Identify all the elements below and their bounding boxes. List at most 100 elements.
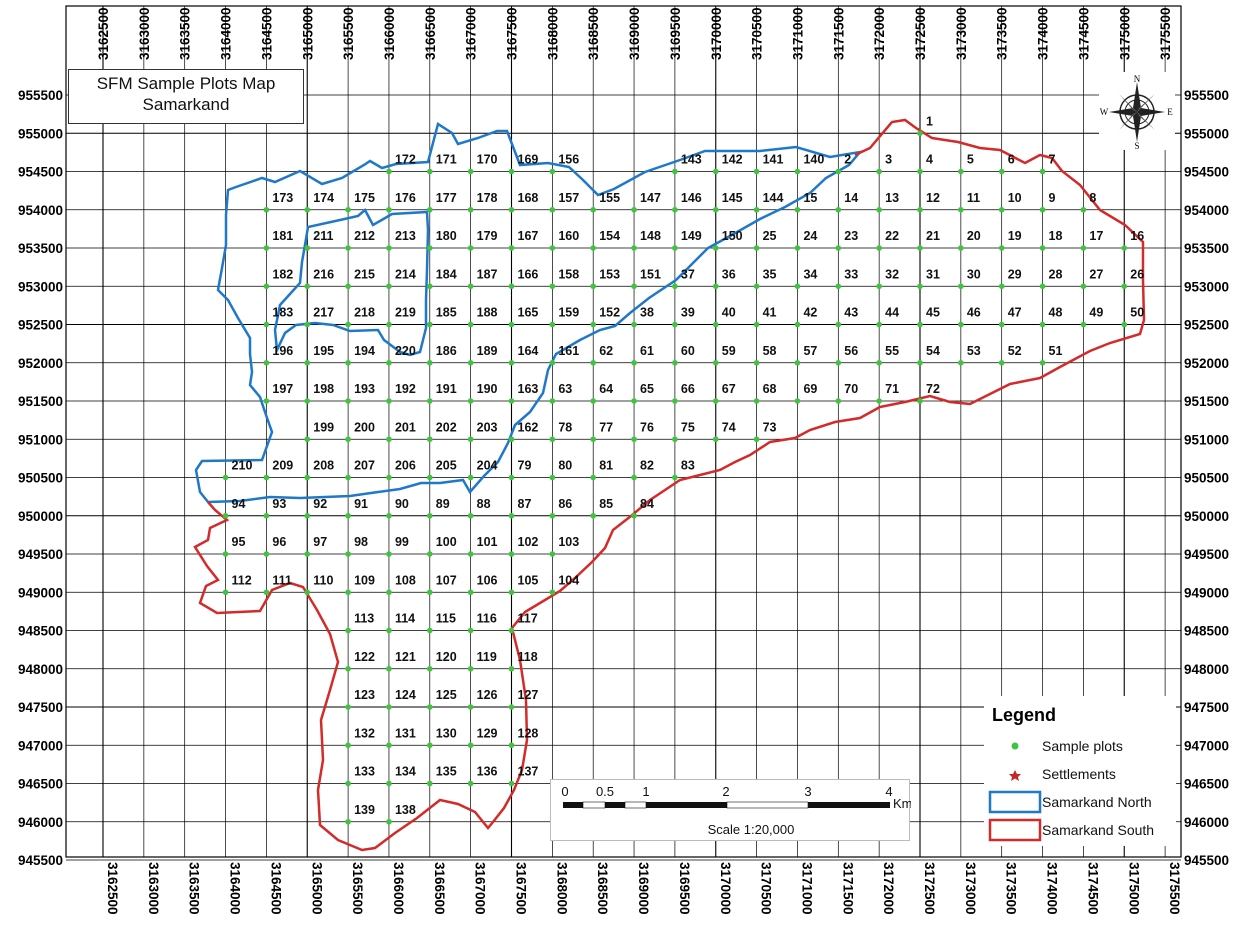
x-tick-label-bottom: 3173000 — [963, 862, 978, 915]
sample-plot-label: 89 — [436, 497, 450, 511]
sample-plot-label: 33 — [844, 267, 858, 281]
sample-plot-label: 146 — [681, 191, 702, 205]
sample-plot-point — [1039, 359, 1046, 366]
x-tick-label-bottom: 3171500 — [840, 862, 855, 915]
sample-plot-label: 50 — [1130, 306, 1144, 320]
sample-plot-label: 213 — [395, 229, 416, 243]
sample-plot-label: 27 — [1089, 267, 1103, 281]
sample-plot-point — [386, 780, 392, 787]
x-tick-label-top: 3167000 — [464, 7, 479, 60]
sample-plot-point — [345, 283, 351, 290]
sample-plot-point — [917, 398, 923, 404]
sample-plot-point — [549, 398, 556, 404]
sample-plot-label: 151 — [640, 267, 661, 281]
sample-plot-label: 51 — [1049, 344, 1063, 358]
x-tick-label-top: 3170000 — [709, 7, 724, 60]
sample-plot-label: 6 — [1008, 153, 1015, 167]
sample-plot-label: 167 — [518, 229, 539, 243]
sample-plot-point — [304, 245, 311, 251]
sample-plot-point — [712, 436, 719, 443]
sample-plot-label: 139 — [354, 803, 375, 817]
x-tick-label-bottom: 3163000 — [146, 862, 161, 915]
x-tick-label-top: 3165500 — [341, 7, 356, 60]
x-tick-label-bottom: 3165000 — [309, 862, 324, 915]
sample-plot-label: 185 — [436, 306, 457, 320]
y-tick-label-right: 954000 — [1184, 203, 1229, 218]
sample-plot-point — [549, 551, 556, 557]
sample-plot-label: 45 — [926, 306, 940, 320]
sample-plot-point — [672, 436, 678, 443]
y-tick-label-right: 949500 — [1184, 547, 1229, 562]
x-tick-label-top: 3164500 — [259, 7, 274, 60]
sample-plot-label: 125 — [436, 688, 457, 702]
sample-plot-label: 64 — [599, 382, 613, 396]
y-tick-label-right: 955000 — [1184, 126, 1229, 141]
sample-plot-point — [631, 436, 637, 443]
sample-plot-point — [876, 245, 882, 251]
y-tick-label-left: 950000 — [18, 509, 63, 524]
y-tick-label-right: 946000 — [1184, 815, 1229, 830]
sample-plot-label: 182 — [272, 267, 293, 281]
sample-plot-label: 166 — [518, 267, 539, 281]
sample-plot-label: 159 — [558, 306, 579, 320]
sample-plot-point — [917, 245, 923, 251]
sample-plot-point — [631, 512, 637, 519]
sample-plot-label: 196 — [272, 344, 293, 358]
sample-plot-label: 7 — [1049, 153, 1056, 167]
sample-plot-point — [345, 512, 351, 519]
sample-plot-point — [753, 283, 760, 290]
sample-plot-label: 112 — [232, 573, 252, 587]
sample-plot-point — [508, 512, 515, 519]
sample-plot-point — [386, 742, 392, 749]
sample-plot-point — [467, 589, 474, 596]
sample-plot-point — [590, 474, 596, 481]
x-tick-label-bottom: 3168000 — [554, 862, 569, 915]
sample-plot-point — [672, 321, 678, 328]
y-tick-label-left: 948000 — [18, 662, 63, 677]
sample-plot-label: 117 — [518, 612, 538, 626]
sample-plot-point — [427, 245, 433, 251]
y-tick-label-right: 953500 — [1184, 241, 1229, 256]
sample-plot-label: 85 — [599, 497, 613, 511]
boundaries — [193, 118, 1146, 852]
sample-plot-label: 28 — [1049, 267, 1063, 281]
sample-plot-label: 73 — [763, 420, 777, 434]
x-tick-label-bottom: 3175000 — [1126, 862, 1141, 915]
sample-plot-label: 36 — [722, 267, 736, 281]
sample-plot-label: 121 — [395, 650, 416, 664]
sample-plot-label: 144 — [763, 191, 784, 205]
sample-plot-label: 214 — [395, 267, 416, 281]
sample-plot-label: 184 — [436, 267, 457, 281]
sample-plot-point — [345, 742, 351, 749]
sample-plot-label: 188 — [477, 306, 498, 320]
sample-plot-point — [345, 321, 351, 328]
sample-plot-point — [263, 589, 270, 596]
sample-plot-label: 5 — [967, 153, 974, 167]
x-tick-label-bottom: 3175500 — [1167, 862, 1182, 915]
sample-plot-label: 21 — [926, 229, 940, 243]
sample-plot-point — [263, 206, 270, 213]
sample-plot-label: 212 — [354, 229, 375, 243]
x-tick-label-top: 3169000 — [627, 7, 642, 60]
sample-plot-point — [508, 359, 515, 366]
sample-plot-label: 87 — [518, 497, 532, 511]
sample-plot-label: 60 — [681, 344, 695, 358]
sample-plot-label: 164 — [518, 344, 539, 358]
sample-plot-point — [835, 206, 842, 213]
sample-plot-point — [427, 780, 433, 787]
sample-plot-label: 101 — [477, 535, 498, 549]
x-tick-label-bottom: 3166000 — [391, 862, 406, 915]
sample-plot-point — [304, 283, 311, 290]
sample-plot-label: 42 — [803, 306, 817, 320]
sample-plot-label: 202 — [436, 420, 457, 434]
sample-plot-point — [304, 512, 311, 519]
sample-plot-point — [304, 398, 311, 404]
x-tick-label-bottom: 3172000 — [881, 862, 896, 915]
sample-plot-point — [386, 551, 392, 557]
sample-plot-point — [222, 551, 229, 557]
sample-plot-label: 140 — [803, 153, 824, 167]
sample-plot-point — [427, 206, 433, 213]
sample-plot-point — [427, 168, 433, 175]
coordinate-grid: 3162500316250031630003163000316350031635… — [18, 5, 1229, 915]
sample-plot-label: 12 — [926, 191, 940, 205]
